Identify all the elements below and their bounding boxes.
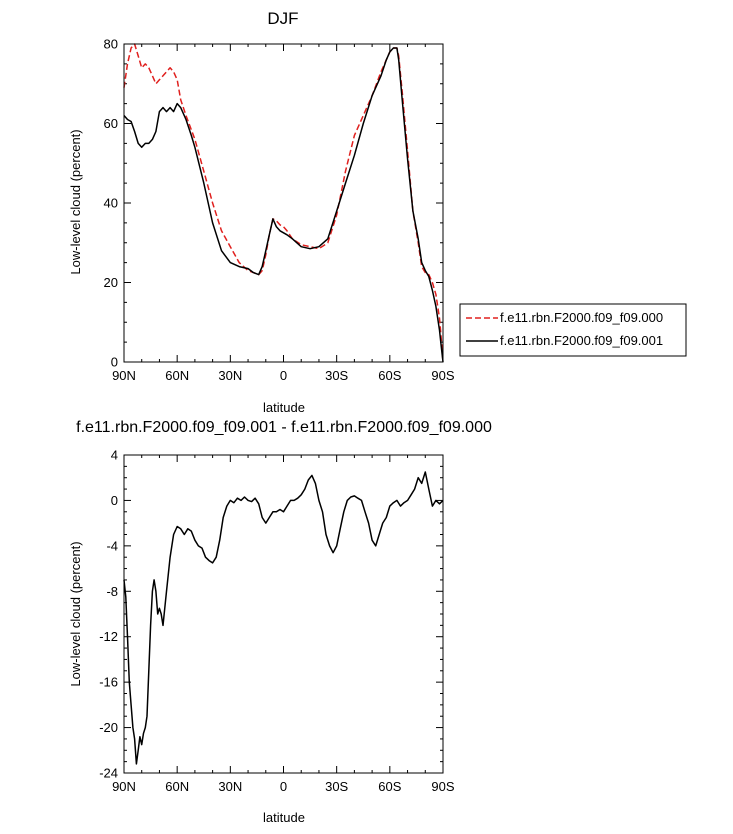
legend-label-000: f.e11.rbn.F2000.f09_f09.000 (500, 310, 663, 325)
top-series-layer (123, 43, 444, 363)
bottom-x-tick-label-1: 60N (165, 779, 189, 794)
top-x-tick-label-4: 30S (325, 368, 348, 383)
bottom-title: f.e11.rbn.F2000.f09_f09.001 - f.e11.rbn.… (76, 419, 492, 436)
top-x-tick-label-1: 60N (165, 368, 189, 383)
bottom-x-tick-label-3: 0 (280, 779, 287, 794)
bottom-y-tick-label-5: -4 (106, 538, 118, 553)
top-x-tick-label-2: 30N (218, 368, 242, 383)
top-series-line-0 (123, 43, 444, 363)
top-x-tick-label-6: 90S (431, 368, 454, 383)
top-x-tick-label-0: 90N (112, 368, 136, 383)
bottom-plot-frame (123, 454, 444, 774)
top-x-tick-label-5: 60S (378, 368, 401, 383)
bottom-y-tick-label-0: -24 (99, 766, 118, 781)
top-y-tick-label-2: 40 (104, 196, 118, 211)
bottom-x-tick-label-0: 90N (112, 779, 136, 794)
bottom-ticks: 90N 60N 30N 0 30S 60S 90S -24 -20 -16 -12 -8 -4 0 4 (99, 448, 455, 795)
bottom-series-layer (123, 471, 444, 765)
bottom-y-tick-label-1: -20 (99, 720, 118, 735)
bottom-panel: f.e11.rbn.F2000.f09_f09.001 - f.e11.rbn.… (68, 419, 492, 825)
top-y-tick-label-1: 20 (104, 275, 118, 290)
bottom-y-tick-label-3: -12 (99, 629, 118, 644)
top-y-axis-label: Low-level cloud (percent) (68, 129, 83, 274)
bottom-y-tick-label-6: 0 (111, 493, 118, 508)
bottom-x-tick-label-6: 90S (431, 779, 454, 794)
legend-box (459, 303, 687, 357)
bottom-x-tick-label-5: 60S (378, 779, 401, 794)
top-ticks: 90N 60N 30N 0 30S 60S 90S 0 20 40 60 80 (104, 37, 455, 384)
top-title: DJF (267, 9, 298, 28)
bottom-y-tick-label-2: -16 (99, 675, 118, 690)
bottom-y-axis-label: Low-level cloud (percent) (68, 541, 83, 686)
bottom-x-axis-label: latitude (263, 810, 305, 825)
bottom-series-line-0 (123, 471, 444, 765)
top-series-line-1 (123, 47, 444, 363)
bottom-x-tick-label-4: 30S (325, 779, 348, 794)
top-plot-frame (123, 43, 444, 363)
bottom-y-tick-label-4: -8 (106, 584, 118, 599)
top-legend: f.e11.rbn.F2000.f09_f09.000 f.e11.rbn.F2… (459, 303, 687, 357)
top-x-tick-label-3: 0 (280, 368, 287, 383)
top-y-tick-label-3: 60 (104, 116, 118, 131)
top-y-tick-label-4: 80 (104, 37, 118, 52)
top-panel: DJF Low-level cloud (percent) latitude 9… (68, 9, 687, 415)
top-x-axis-label: latitude (263, 400, 305, 415)
bottom-x-tick-label-2: 30N (218, 779, 242, 794)
bottom-y-tick-label-7: 4 (111, 448, 118, 463)
legend-label-001: f.e11.rbn.F2000.f09_f09.001 (500, 333, 663, 348)
top-y-tick-label-0: 0 (111, 355, 118, 370)
